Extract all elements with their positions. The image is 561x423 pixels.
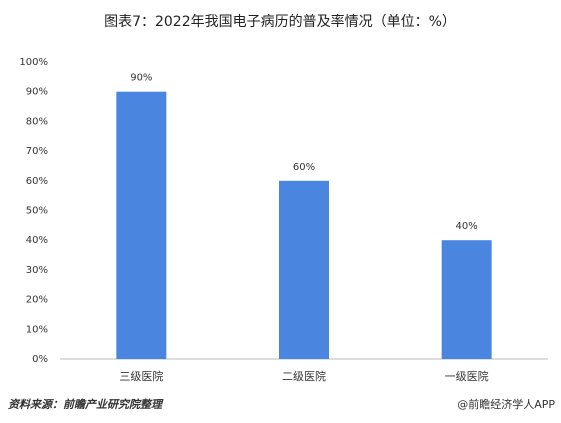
y-tick-label: 50% [26,206,48,217]
y-tick-label: 40% [26,235,48,246]
y-tick-label: 0% [32,354,48,365]
bar [116,91,167,359]
bar [279,180,329,359]
y-tick-label: 90% [26,87,48,98]
x-tick-label: 一级医院 [445,369,489,383]
y-tick-label: 100% [19,57,48,68]
y-tick-label: 30% [26,265,48,276]
value-label: 60% [293,162,315,173]
source-note: 资料来源：前瞻产业研究院整理 [8,398,164,411]
credit: @前瞻经济学人APP [457,397,555,411]
y-tick-label: 60% [26,176,48,187]
chart-title: 图表7：2022年我国电子病历的普及率情况（单位：%） [104,13,456,30]
y-tick-label: 80% [26,116,48,127]
y-tick-label: 10% [26,324,48,335]
bar [441,240,492,359]
value-label: 90% [130,73,152,84]
x-tick-label: 二级医院 [282,369,326,383]
y-tick-label: 20% [26,295,48,306]
value-label: 40% [456,221,478,232]
y-tick-label: 70% [26,146,48,157]
x-tick-label: 三级医院 [119,369,163,383]
